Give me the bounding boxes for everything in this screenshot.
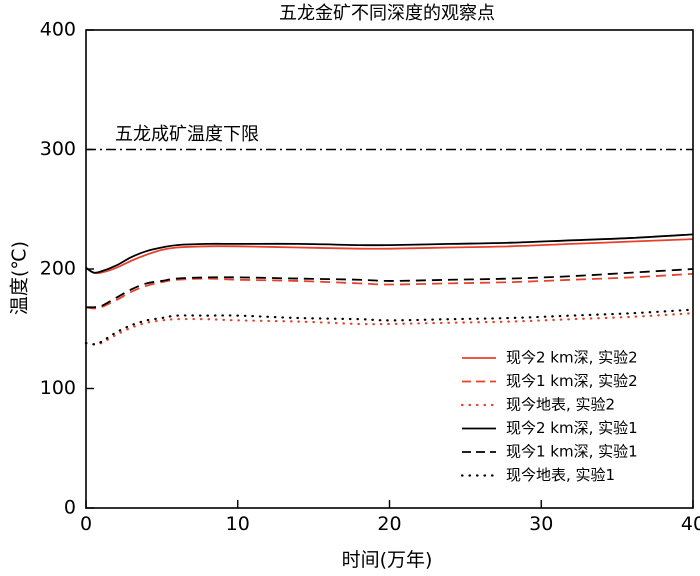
- x-tick-label: 10: [226, 513, 250, 535]
- series-line-5: [85, 268, 694, 309]
- plot-area: [84, 148, 695, 346]
- y-tick-label: 100: [40, 377, 76, 399]
- y-tick-label: 300: [40, 138, 76, 160]
- series-line-4: [85, 233, 694, 274]
- series-line-6: [84, 308, 695, 346]
- legend-label: 现今2 km深, 实验1: [506, 419, 638, 437]
- series-line-2: [85, 272, 694, 310]
- chart-title: 五龙金矿不同深度的观察点: [279, 3, 495, 24]
- y-tick-label: 400: [40, 19, 76, 41]
- x-tick-label: 0: [80, 513, 92, 535]
- x-tick-label: 30: [529, 513, 553, 535]
- x-tick-label: 20: [377, 513, 401, 535]
- y-tick-label: 200: [40, 258, 76, 280]
- series-line-3: [84, 312, 695, 346]
- legend-label: 现今2 km深, 实验2: [506, 349, 638, 367]
- threshold-label: 五龙成矿温度下限: [115, 124, 259, 145]
- legend-label: 现今地表, 实验2: [506, 396, 615, 414]
- y-axis-title: 温度(℃): [9, 241, 31, 315]
- legend-label: 现今1 km深, 实验1: [506, 443, 638, 461]
- legend: 现今2 km深, 实验2 现今1 km深, 实验2 现今地表, 实验2 现今2 km深…: [460, 349, 638, 484]
- y-tick-label: 0: [64, 497, 76, 519]
- series-line-1: [85, 238, 694, 275]
- legend-label: 现今1 km深, 实验2: [506, 372, 638, 390]
- x-tick-label: 40: [681, 513, 700, 535]
- legend-label: 现今地表, 实验1: [506, 466, 615, 484]
- x-axis-title: 时间(万年): [342, 549, 433, 571]
